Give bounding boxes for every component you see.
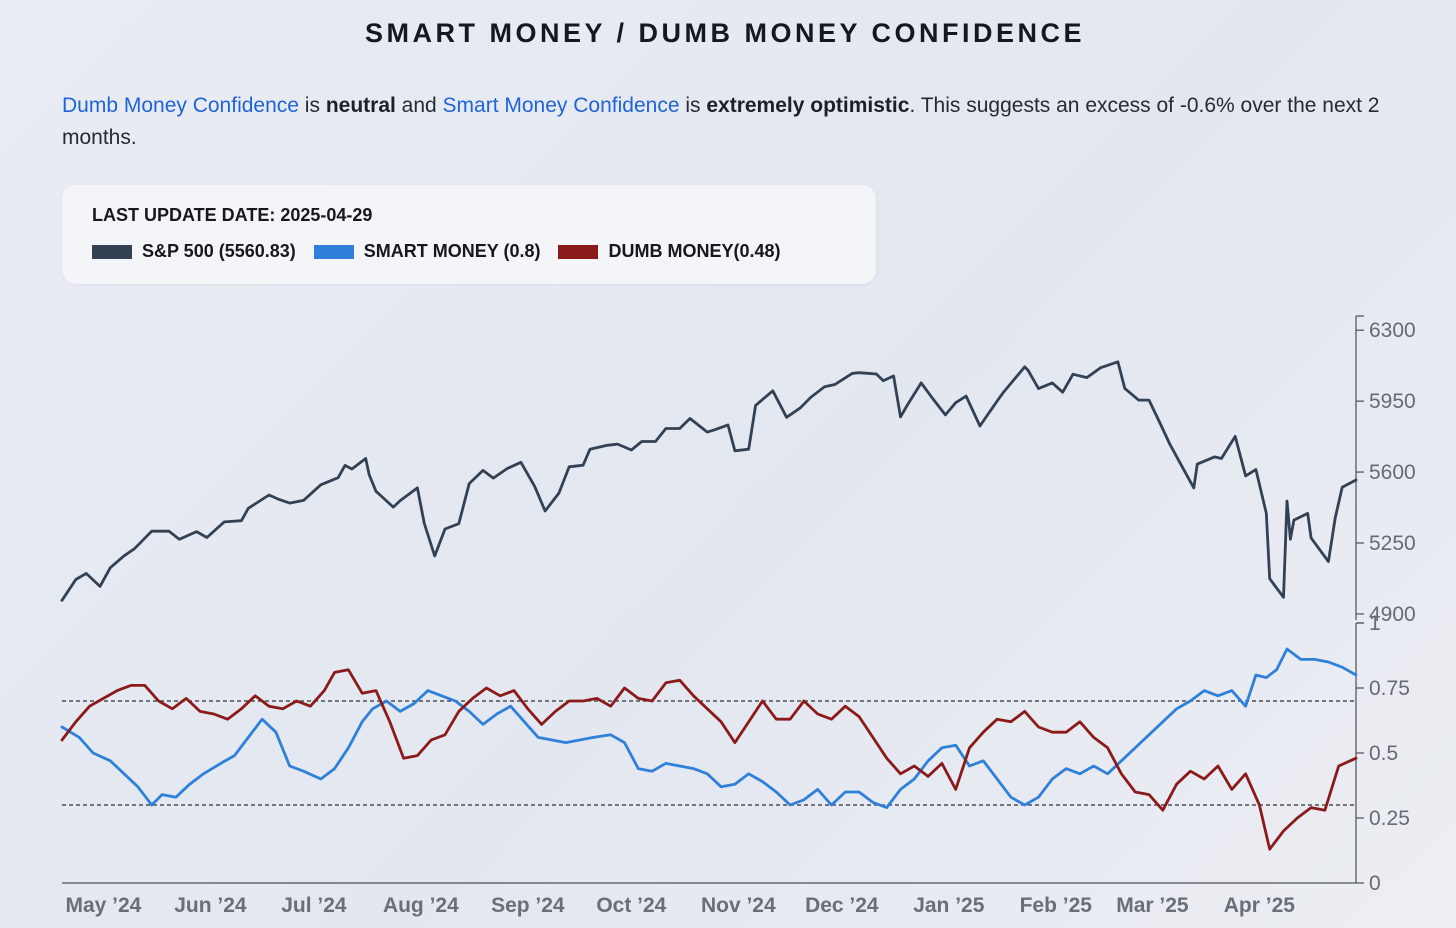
sp500-tick-label: 5950: [1369, 390, 1416, 413]
month-label: May ’24: [65, 894, 141, 917]
legend-swatch-dumb-money: [558, 244, 599, 259]
legend-label-sp500: S&P 500 (5560.83): [142, 241, 296, 261]
month-label: Jan ’25: [913, 894, 985, 917]
sp500-tick-label: 5600: [1369, 461, 1416, 484]
month-label: Jul ’24: [281, 894, 347, 917]
confidence-tick-label: 0.75: [1369, 677, 1410, 700]
dumb-money-link[interactable]: Dumb Money Confidence: [62, 94, 299, 117]
dumb-money-state: neutral: [325, 94, 396, 117]
confidence-tick-label: 0.5: [1369, 742, 1398, 765]
smart-money-line: [60, 647, 1358, 809]
month-label: Apr ’25: [1224, 894, 1296, 917]
legend-swatch-smart-money: [313, 244, 354, 259]
desc-text-2: and: [395, 94, 443, 117]
sp500-tick-label: 5250: [1369, 532, 1416, 555]
month-label: Jun ’24: [174, 894, 247, 917]
chart-description: Dumb Money Confidence is neutral and Sma…: [62, 90, 1402, 154]
legend-item-sp500[interactable]: S&P 500 (5560.83): [92, 241, 296, 262]
month-label: Mar ’25: [1116, 894, 1189, 917]
chart-area: 4900 5250 5600 5950 6300 0 0.25 0.5 0.75 1 May ’24…: [60, 315, 1416, 917]
month-label: Aug ’24: [383, 894, 459, 917]
legend-item-dumb-money[interactable]: DUMB MONEY(0.48): [558, 241, 781, 262]
legend-item-smart-money[interactable]: SMART MONEY (0.8): [313, 241, 541, 262]
s-p-500-line: [60, 360, 1358, 602]
sp500-tick-label: 6300: [1369, 319, 1416, 342]
legend-panel: LAST UPDATE DATE: 2025-04-29 S&P 500 (55…: [62, 185, 876, 284]
legend-label-dumb-money: DUMB MONEY(0.48): [608, 241, 781, 261]
desc-text-4: . This suggests an excess of -0.6% over …: [62, 94, 1380, 149]
chart-title: SMART MONEY / DUMB MONEY CONFIDENCE: [364, 18, 1086, 48]
smart-money-link[interactable]: Smart Money Confidence: [442, 94, 680, 117]
dumb-money-line: [60, 668, 1358, 851]
smart-money-state: extremely optimistic: [706, 94, 910, 117]
month-label: Feb ’25: [1020, 894, 1093, 917]
confidence-tick-label: 0.25: [1369, 807, 1410, 830]
legend-label-smart-money: SMART MONEY (0.8): [363, 241, 541, 261]
month-label: Nov ’24: [701, 894, 776, 917]
month-label: Oct ’24: [596, 894, 666, 917]
month-label: Sep ’24: [491, 894, 565, 917]
desc-text-1: is: [298, 94, 326, 117]
month-label: Dec ’24: [805, 894, 879, 917]
confidence-tick-label: 1: [1369, 612, 1381, 635]
confidence-tick-label: 0: [1369, 872, 1381, 895]
desc-text-3: is: [679, 94, 707, 117]
legend-swatch-sp500: [92, 244, 132, 259]
legend: S&P 500 (5560.83) SMART MONEY (0.8) DUMB…: [92, 241, 799, 262]
sp500-tick-label: 4900: [1369, 603, 1416, 626]
last-update-date: LAST UPDATE DATE: 2025-04-29: [92, 205, 373, 225]
